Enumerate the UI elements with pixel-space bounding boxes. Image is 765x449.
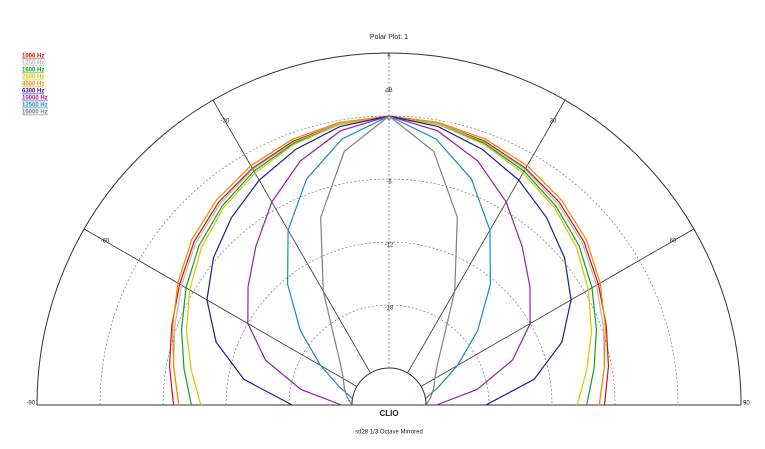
grid-spoke <box>407 99 566 374</box>
grid-spoke <box>420 228 695 387</box>
r-tick-label: 6 <box>387 54 391 60</box>
series-line <box>320 115 458 406</box>
legend-entry: 1000 Hz <box>22 54 44 60</box>
legend-entry: 16000 Hz <box>22 110 48 116</box>
legend-entry: 1600 Hz <box>22 68 44 74</box>
r-tick-label: 0 <box>387 117 391 123</box>
theta-tick-label: 30 <box>550 119 557 125</box>
r-tick-label: -6 <box>386 180 392 186</box>
legend-entry: 4000 Hz <box>22 82 44 88</box>
legend-entry: 2500 Hz <box>22 75 44 81</box>
theta-tick-label: -90 <box>26 401 35 407</box>
brand: CLIO <box>379 409 398 418</box>
chart-title: Polar Plot: 1 <box>370 34 408 41</box>
grid-circle <box>36 52 742 406</box>
grid-spoke <box>83 228 358 387</box>
theta-tick-label: -30 <box>221 119 230 125</box>
legend-entry: 6300 Hz <box>22 89 44 95</box>
legend-entry: 12500 Hz <box>22 103 48 109</box>
legend-entry: 1250 Hz <box>22 61 44 67</box>
legend-entry: 10000 Hz <box>22 96 48 102</box>
r-tick-label: -18 <box>385 306 394 312</box>
inner-hole <box>351 367 427 406</box>
footer: sd28 1/3 Octave Mirrored <box>355 430 423 436</box>
r-tick-label: -12 <box>385 243 394 249</box>
grid-circle <box>225 241 553 406</box>
theta-tick-label: 90 <box>743 401 750 407</box>
grid-spoke <box>212 99 371 374</box>
grid-circle <box>288 304 490 406</box>
theta-tick-label: 60 <box>670 239 677 245</box>
theta-tick-label: -60 <box>101 239 110 245</box>
